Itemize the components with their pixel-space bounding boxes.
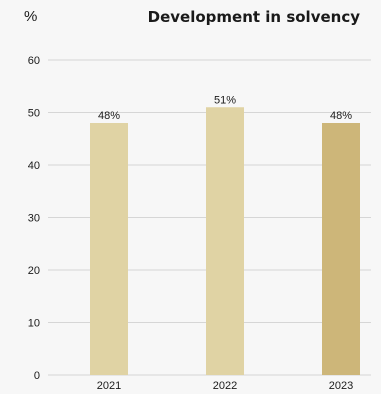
bar-2023 <box>322 123 360 375</box>
bar-2021 <box>90 123 128 375</box>
y-tick-label-30: 30 <box>28 213 40 225</box>
data-label-2021: 48% <box>98 110 120 122</box>
data-label-2023: 48% <box>330 110 352 122</box>
y-tick-label-0: 0 <box>34 370 40 382</box>
x-tick-label-2022: 2022 <box>213 380 237 392</box>
bar-2022 <box>206 107 244 375</box>
y-tick-label-60: 60 <box>28 55 40 67</box>
chart-title: Development in solvency <box>147 8 360 26</box>
data-label-2022: 51% <box>214 94 236 106</box>
x-tick-label-2021: 2021 <box>97 380 121 392</box>
y-tick-label-40: 40 <box>28 160 40 172</box>
y-axis-unit-label: % <box>24 8 38 25</box>
y-tick-label-20: 20 <box>28 265 40 277</box>
x-tick-label-2023: 2023 <box>329 380 353 392</box>
y-tick-label-10: 10 <box>28 318 40 330</box>
y-tick-label-50: 50 <box>28 108 40 120</box>
